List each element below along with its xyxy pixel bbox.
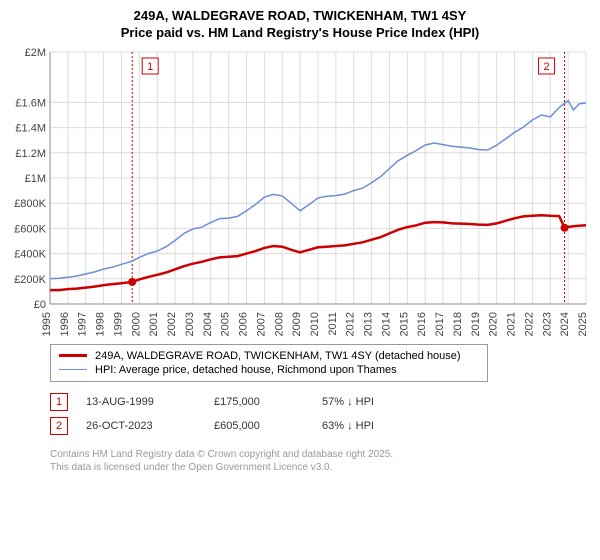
svg-text:2009: 2009 (291, 312, 303, 336)
svg-text:£0: £0 (34, 299, 46, 311)
table-cell-date: 26-OCT-2023 (86, 420, 196, 432)
svg-text:2002: 2002 (166, 312, 178, 336)
svg-text:1997: 1997 (77, 312, 89, 336)
svg-text:2020: 2020 (488, 312, 500, 336)
table-cell-price: £605,000 (214, 420, 304, 432)
svg-text:2: 2 (543, 61, 549, 73)
footer-line-2: This data is licensed under the Open Gov… (50, 461, 590, 474)
svg-text:2021: 2021 (506, 312, 518, 336)
svg-text:2017: 2017 (434, 312, 446, 336)
svg-text:2005: 2005 (220, 312, 232, 336)
svg-text:2007: 2007 (255, 312, 267, 336)
chart-svg: £0 £200K £400K £600K £800K £1M £1.2M £1.4M £1.6M… (10, 48, 590, 338)
legend-row: HPI: Average price, detached house, Rich… (59, 363, 479, 377)
table-cell-date: 13-AUG-1999 (86, 396, 196, 408)
legend-label: 249A, WALDEGRAVE ROAD, TWICKENHAM, TW1 4… (95, 350, 461, 362)
svg-text:1998: 1998 (95, 312, 107, 336)
svg-text:1996: 1996 (59, 312, 71, 336)
svg-text:1999: 1999 (112, 312, 124, 336)
plot-area: £0 £200K £400K £600K £800K £1M £1.2M £1.4M £1.6M… (10, 48, 590, 338)
svg-text:2006: 2006 (238, 312, 250, 336)
svg-text:2011: 2011 (327, 312, 339, 336)
legend-row: 249A, WALDEGRAVE ROAD, TWICKENHAM, TW1 4… (59, 349, 479, 363)
svg-text:2001: 2001 (148, 312, 160, 336)
svg-text:2010: 2010 (309, 312, 321, 336)
svg-text:£800K: £800K (14, 198, 46, 210)
svg-text:1995: 1995 (41, 312, 53, 336)
legend-swatch (59, 369, 87, 370)
svg-text:1: 1 (147, 61, 153, 73)
svg-text:2018: 2018 (452, 312, 464, 336)
svg-text:2025: 2025 (577, 312, 589, 336)
svg-text:£200K: £200K (14, 274, 46, 286)
svg-text:£600K: £600K (14, 223, 46, 235)
svg-text:2000: 2000 (130, 312, 142, 336)
svg-text:£1.4M: £1.4M (15, 122, 46, 134)
svg-text:2003: 2003 (184, 312, 196, 336)
svg-text:2004: 2004 (202, 312, 214, 336)
chart-title: 249A, WALDEGRAVE ROAD, TWICKENHAM, TW1 4… (10, 8, 590, 42)
table-marker: 2 (50, 417, 68, 435)
table-cell-pct: 63% ↓ HPI (322, 420, 432, 432)
svg-text:2016: 2016 (416, 312, 428, 336)
svg-text:2024: 2024 (559, 312, 571, 336)
svg-text:2022: 2022 (523, 312, 535, 336)
table-cell-pct: 57% ↓ HPI (322, 396, 432, 408)
legend-swatch (59, 354, 87, 357)
legend-label: HPI: Average price, detached house, Rich… (95, 364, 397, 376)
footer-line-1: Contains HM Land Registry data © Crown c… (50, 448, 590, 461)
svg-text:2014: 2014 (380, 312, 392, 336)
svg-text:£1M: £1M (25, 173, 46, 185)
svg-text:2008: 2008 (273, 312, 285, 336)
table-row: 2 26-OCT-2023 £605,000 63% ↓ HPI (50, 414, 590, 438)
title-line-2: Price paid vs. HM Land Registry's House … (10, 25, 590, 42)
svg-text:£2M: £2M (25, 48, 46, 59)
svg-text:2023: 2023 (541, 312, 553, 336)
svg-text:2019: 2019 (470, 312, 482, 336)
svg-text:£1.6M: £1.6M (15, 97, 46, 109)
svg-text:£1.2M: £1.2M (15, 148, 46, 160)
svg-text:2015: 2015 (398, 312, 410, 336)
title-line-1: 249A, WALDEGRAVE ROAD, TWICKENHAM, TW1 4… (10, 8, 590, 25)
svg-text:2013: 2013 (363, 312, 375, 336)
svg-text:2012: 2012 (345, 312, 357, 336)
table-marker: 1 (50, 393, 68, 411)
footer: Contains HM Land Registry data © Crown c… (50, 448, 590, 474)
marker-table: 1 13-AUG-1999 £175,000 57% ↓ HPI 2 26-OCT-202… (50, 390, 590, 438)
table-row: 1 13-AUG-1999 £175,000 57% ↓ HPI (50, 390, 590, 414)
chart-container: 249A, WALDEGRAVE ROAD, TWICKENHAM, TW1 4… (0, 0, 600, 480)
table-cell-price: £175,000 (214, 396, 304, 408)
legend: 249A, WALDEGRAVE ROAD, TWICKENHAM, TW1 4… (50, 344, 488, 382)
svg-text:£400K: £400K (14, 248, 46, 260)
